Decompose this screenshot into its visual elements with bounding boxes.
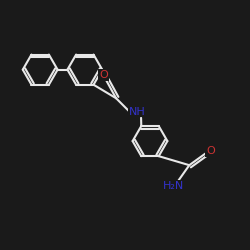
Text: NH: NH	[129, 106, 146, 117]
Text: H₂N: H₂N	[162, 181, 184, 191]
Text: O: O	[206, 146, 215, 156]
Text: O: O	[99, 70, 108, 80]
